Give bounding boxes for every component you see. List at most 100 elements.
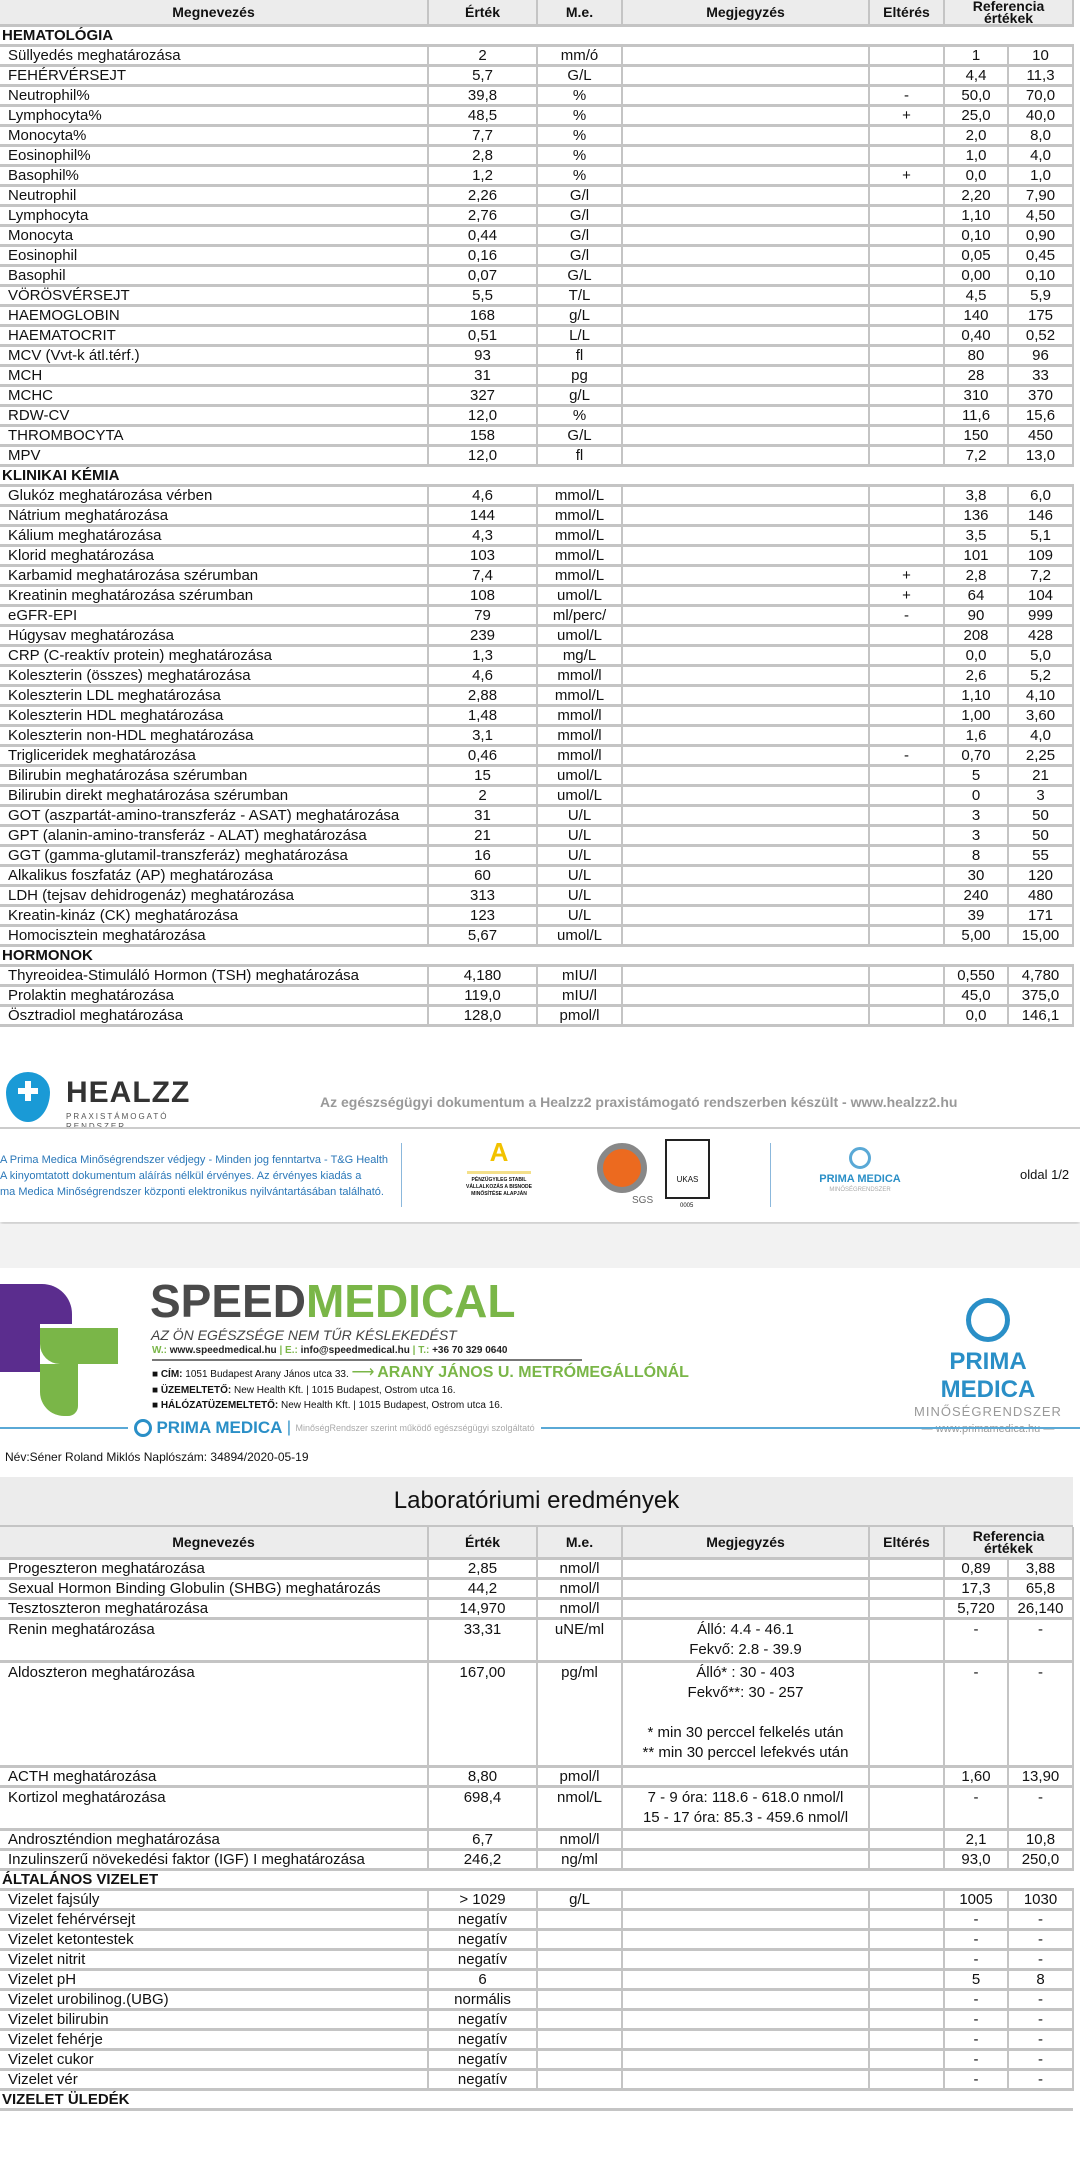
reference-max: - [1008, 1786, 1074, 1831]
table-row: Monocyta 0,44 G/l 0,10 0,90 [0, 225, 1074, 247]
reference-min: 136 [944, 505, 1009, 527]
table-row: CRP (C-reaktív protein) meghatározása 1,3… [0, 645, 1074, 667]
test-unit: pg [537, 365, 623, 387]
reference-min: 1005 [944, 1889, 1009, 1911]
test-name: Kreatin-kináz (CK) meghatározása [0, 905, 429, 927]
test-value: negatív [428, 1949, 538, 1971]
test-note: Álló: 4.4 - 46.1 Fekvő: 2.8 - 39.9 [622, 1618, 870, 1663]
reference-min: - [944, 1909, 1009, 1931]
col-reference: Referencia értékek [944, 0, 1074, 27]
website-link[interactable]: www.speedmedical.hu [169, 1345, 277, 1356]
test-deviation [869, 885, 945, 907]
table-row: Vizelet fehérje negatív - - [0, 2029, 1074, 2051]
test-note [622, 865, 870, 887]
reference-min: 5,00 [944, 925, 1009, 947]
test-value: 5,5 [428, 285, 538, 307]
email-link[interactable]: info@speedmedical.hu [300, 1345, 410, 1356]
test-note [622, 225, 870, 247]
test-value: 0,16 [428, 245, 538, 267]
reference-max: 109 [1008, 545, 1074, 567]
test-value: 7,7 [428, 125, 538, 147]
test-unit: umol/L [537, 925, 623, 947]
test-unit: U/L [537, 805, 623, 827]
test-name: CRP (C-reaktív protein) meghatározása [0, 645, 429, 667]
test-unit: mIU/l [537, 985, 623, 1007]
table-row: Ösztradiol meghatározása 128,0 pmol/l 0,0 14… [0, 1005, 1074, 1027]
test-name: Kreatinin meghatározása szérumban [0, 585, 429, 607]
reference-max: 40,0 [1008, 105, 1074, 127]
reference-min: - [944, 2029, 1009, 2051]
reference-min: 4,5 [944, 285, 1009, 307]
test-value: negatív [428, 2069, 538, 2091]
table-row: HAEMATOCRIT 0,51 L/L 0,40 0,52 [0, 325, 1074, 347]
table-row: HAEMOGLOBIN 168 g/L 140 175 [0, 305, 1074, 327]
reference-max: 4,0 [1008, 145, 1074, 167]
test-deviation [869, 1578, 945, 1600]
test-unit [537, 1989, 623, 2011]
test-note [622, 45, 870, 67]
test-unit: mmol/l [537, 745, 623, 767]
test-note [622, 2029, 870, 2051]
table-row: LDH (tejsav dehidrogenáz) meghatározása 3… [0, 885, 1074, 907]
test-name: Ösztradiol meghatározása [0, 1005, 429, 1027]
network-operator-line: ■ HÁLÓZATÜZEMELTETŐ: New Health Kft. | 1… [152, 1400, 503, 1411]
reference-max: 13,0 [1008, 445, 1074, 467]
test-value: 3,1 [428, 725, 538, 747]
test-deviation [869, 1598, 945, 1620]
reference-max: 15,6 [1008, 405, 1074, 427]
reference-max: 8,0 [1008, 125, 1074, 147]
reference-min: 45,0 [944, 985, 1009, 1007]
test-deviation [869, 1558, 945, 1580]
test-deviation [869, 2049, 945, 2071]
test-name: Aldoszteron meghatározása [0, 1661, 429, 1768]
reference-max: 3 [1008, 785, 1074, 807]
test-name: Koleszterin non-HDL meghatározása [0, 725, 429, 747]
test-note [622, 265, 870, 287]
test-note [622, 785, 870, 807]
reference-max: 33 [1008, 365, 1074, 387]
table-row: Thyreoidea-Stimuláló Hormon (TSH) meghat… [0, 965, 1074, 987]
table-row: Kortizol meghatározása 698,4 nmol/L 7 - 9 ó… [0, 1786, 1074, 1831]
reference-min: 2,1 [944, 1829, 1009, 1851]
reference-max: 1,0 [1008, 165, 1074, 187]
test-note [622, 665, 870, 687]
reference-min: 1,0 [944, 145, 1009, 167]
reference-max: 999 [1008, 605, 1074, 627]
address-line: ■ CÍM: 1051 Budapest Arany János utca 33… [152, 1364, 689, 1381]
test-name: HAEMOGLOBIN [0, 305, 429, 327]
test-deviation [869, 205, 945, 227]
swirl-icon [966, 1298, 1010, 1342]
test-deviation [869, 185, 945, 207]
reference-max: 4,50 [1008, 205, 1074, 227]
test-deviation: + [869, 165, 945, 187]
test-unit [537, 1929, 623, 1951]
test-name: Renin meghatározása [0, 1618, 429, 1663]
test-deviation [869, 725, 945, 747]
table-row: Monocyta% 7,7% 2,0 8,0 [0, 125, 1074, 147]
test-value: 16 [428, 845, 538, 867]
test-value: 158 [428, 425, 538, 447]
reference-max: 120 [1008, 865, 1074, 887]
test-value: normális [428, 1989, 538, 2011]
test-name: MCHC [0, 385, 429, 407]
test-note [622, 745, 870, 767]
test-deviation [869, 1618, 945, 1663]
test-deviation [869, 765, 945, 787]
contact-line: W.: www.speedmedical.hu | E.: info@speed… [152, 1345, 508, 1356]
test-unit [537, 2009, 623, 2031]
test-name: Koleszterin (összes) meghatározása [0, 665, 429, 687]
reference-max: 5,2 [1008, 665, 1074, 687]
reference-max: 26,140 [1008, 1598, 1074, 1620]
test-value: 0,51 [428, 325, 538, 347]
test-name: Monocyta% [0, 125, 429, 147]
test-deviation [869, 825, 945, 847]
table-row: Aldoszteron meghatározása 167,00 pg/ml Álló… [0, 1661, 1074, 1768]
test-unit: pmol/l [537, 1766, 623, 1788]
test-value: 4,6 [428, 485, 538, 507]
reference-min: 3 [944, 825, 1009, 847]
test-deviation [869, 1889, 945, 1911]
test-value: 33,31 [428, 1618, 538, 1663]
table-row: Karbamid meghatározása szérumban 7,4 mmol/… [0, 565, 1074, 587]
test-unit: mm/ó [537, 45, 623, 67]
test-deviation [869, 445, 945, 467]
